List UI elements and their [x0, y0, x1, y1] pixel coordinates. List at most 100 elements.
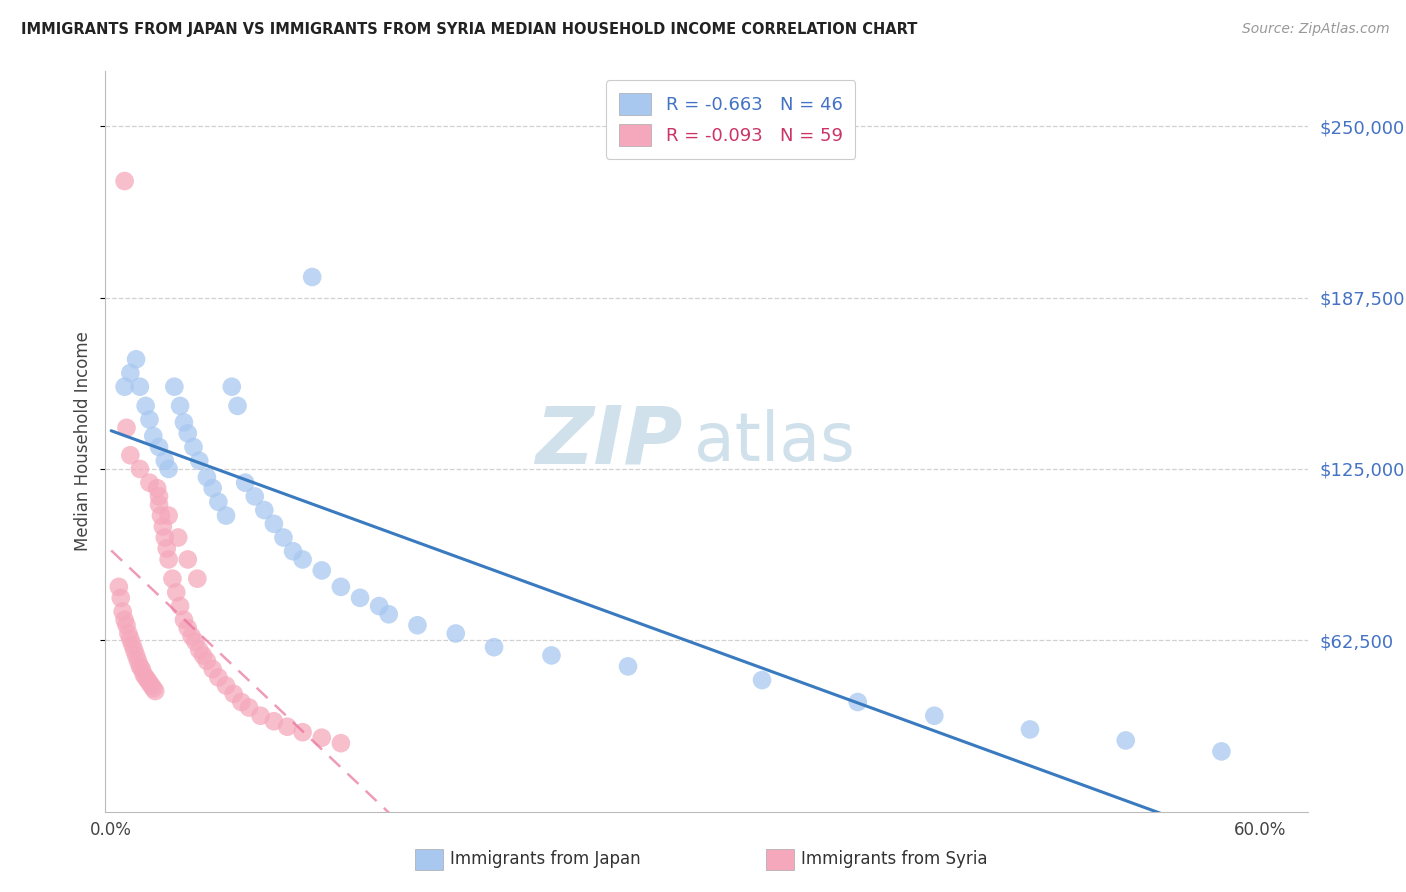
Point	[617, 659, 640, 673]
Text: Immigrants from Syria: Immigrants from Syria	[801, 850, 988, 869]
Point	[311, 563, 333, 577]
Point	[114, 613, 136, 627]
Point	[751, 673, 773, 687]
Point	[177, 621, 200, 635]
Point	[291, 552, 314, 566]
Point	[301, 270, 323, 285]
Point	[233, 475, 256, 490]
Point	[444, 626, 467, 640]
Point	[377, 607, 399, 622]
Point	[184, 634, 207, 648]
Point	[349, 591, 371, 605]
Point	[165, 585, 187, 599]
Point	[276, 720, 298, 734]
Point	[138, 412, 160, 426]
Point	[157, 508, 180, 523]
Point	[173, 613, 195, 627]
Point	[125, 352, 148, 367]
Point	[329, 580, 352, 594]
Point	[368, 599, 391, 613]
Text: atlas: atlas	[695, 409, 855, 475]
Point	[1115, 733, 1137, 747]
Point	[108, 580, 131, 594]
Point	[207, 670, 229, 684]
Point	[406, 618, 429, 632]
Point	[111, 605, 134, 619]
Point	[263, 516, 285, 531]
Point	[173, 415, 195, 429]
Point	[153, 454, 176, 468]
Point	[273, 531, 295, 545]
Point	[249, 708, 271, 723]
Point	[329, 736, 352, 750]
Point	[162, 572, 184, 586]
Point	[132, 667, 155, 681]
Point	[482, 640, 505, 655]
Point	[281, 544, 304, 558]
Point	[117, 626, 139, 640]
Point	[1211, 744, 1233, 758]
Point	[195, 470, 218, 484]
Point	[201, 481, 224, 495]
Point	[131, 662, 153, 676]
Point	[156, 541, 179, 556]
Point	[122, 643, 145, 657]
Point	[138, 676, 160, 690]
Point	[846, 695, 869, 709]
Point	[141, 679, 163, 693]
Point	[121, 637, 143, 651]
Point	[188, 454, 211, 468]
Point	[163, 380, 186, 394]
Point	[127, 654, 149, 668]
Point	[136, 673, 159, 687]
Point	[253, 503, 276, 517]
Point	[183, 440, 205, 454]
Point	[142, 681, 165, 696]
Point	[148, 440, 170, 454]
Point	[114, 380, 136, 394]
Point	[148, 489, 170, 503]
Point	[149, 508, 172, 523]
Point	[263, 714, 285, 729]
Text: Source: ZipAtlas.com: Source: ZipAtlas.com	[1241, 22, 1389, 37]
Point	[226, 399, 249, 413]
Point	[222, 687, 245, 701]
Point	[115, 421, 138, 435]
Point	[120, 366, 142, 380]
Point	[186, 572, 208, 586]
Point	[188, 643, 211, 657]
Point	[146, 481, 169, 495]
Point	[129, 380, 152, 394]
Point	[243, 489, 266, 503]
Point	[120, 448, 142, 462]
Point	[129, 462, 152, 476]
Point	[148, 498, 170, 512]
Point	[231, 695, 253, 709]
Point	[221, 380, 243, 394]
Point	[924, 708, 946, 723]
Point	[157, 462, 180, 476]
Point	[191, 648, 214, 663]
Point	[195, 654, 218, 668]
Point	[114, 174, 136, 188]
Point	[138, 475, 160, 490]
Point	[157, 552, 180, 566]
Point	[125, 648, 148, 663]
Point	[540, 648, 562, 663]
Point	[135, 399, 157, 413]
Point	[115, 618, 138, 632]
Point	[177, 552, 200, 566]
Point	[169, 399, 191, 413]
Point	[1019, 723, 1042, 737]
Point	[238, 700, 260, 714]
Point	[142, 429, 165, 443]
Point	[207, 495, 229, 509]
Point	[215, 679, 238, 693]
Point	[120, 632, 142, 646]
Legend: R = -0.663   N = 46, R = -0.093   N = 59: R = -0.663 N = 46, R = -0.093 N = 59	[606, 80, 855, 159]
Point	[153, 531, 176, 545]
Point	[215, 508, 238, 523]
Point	[201, 662, 224, 676]
Point	[152, 519, 174, 533]
Text: Immigrants from Japan: Immigrants from Japan	[450, 850, 641, 869]
